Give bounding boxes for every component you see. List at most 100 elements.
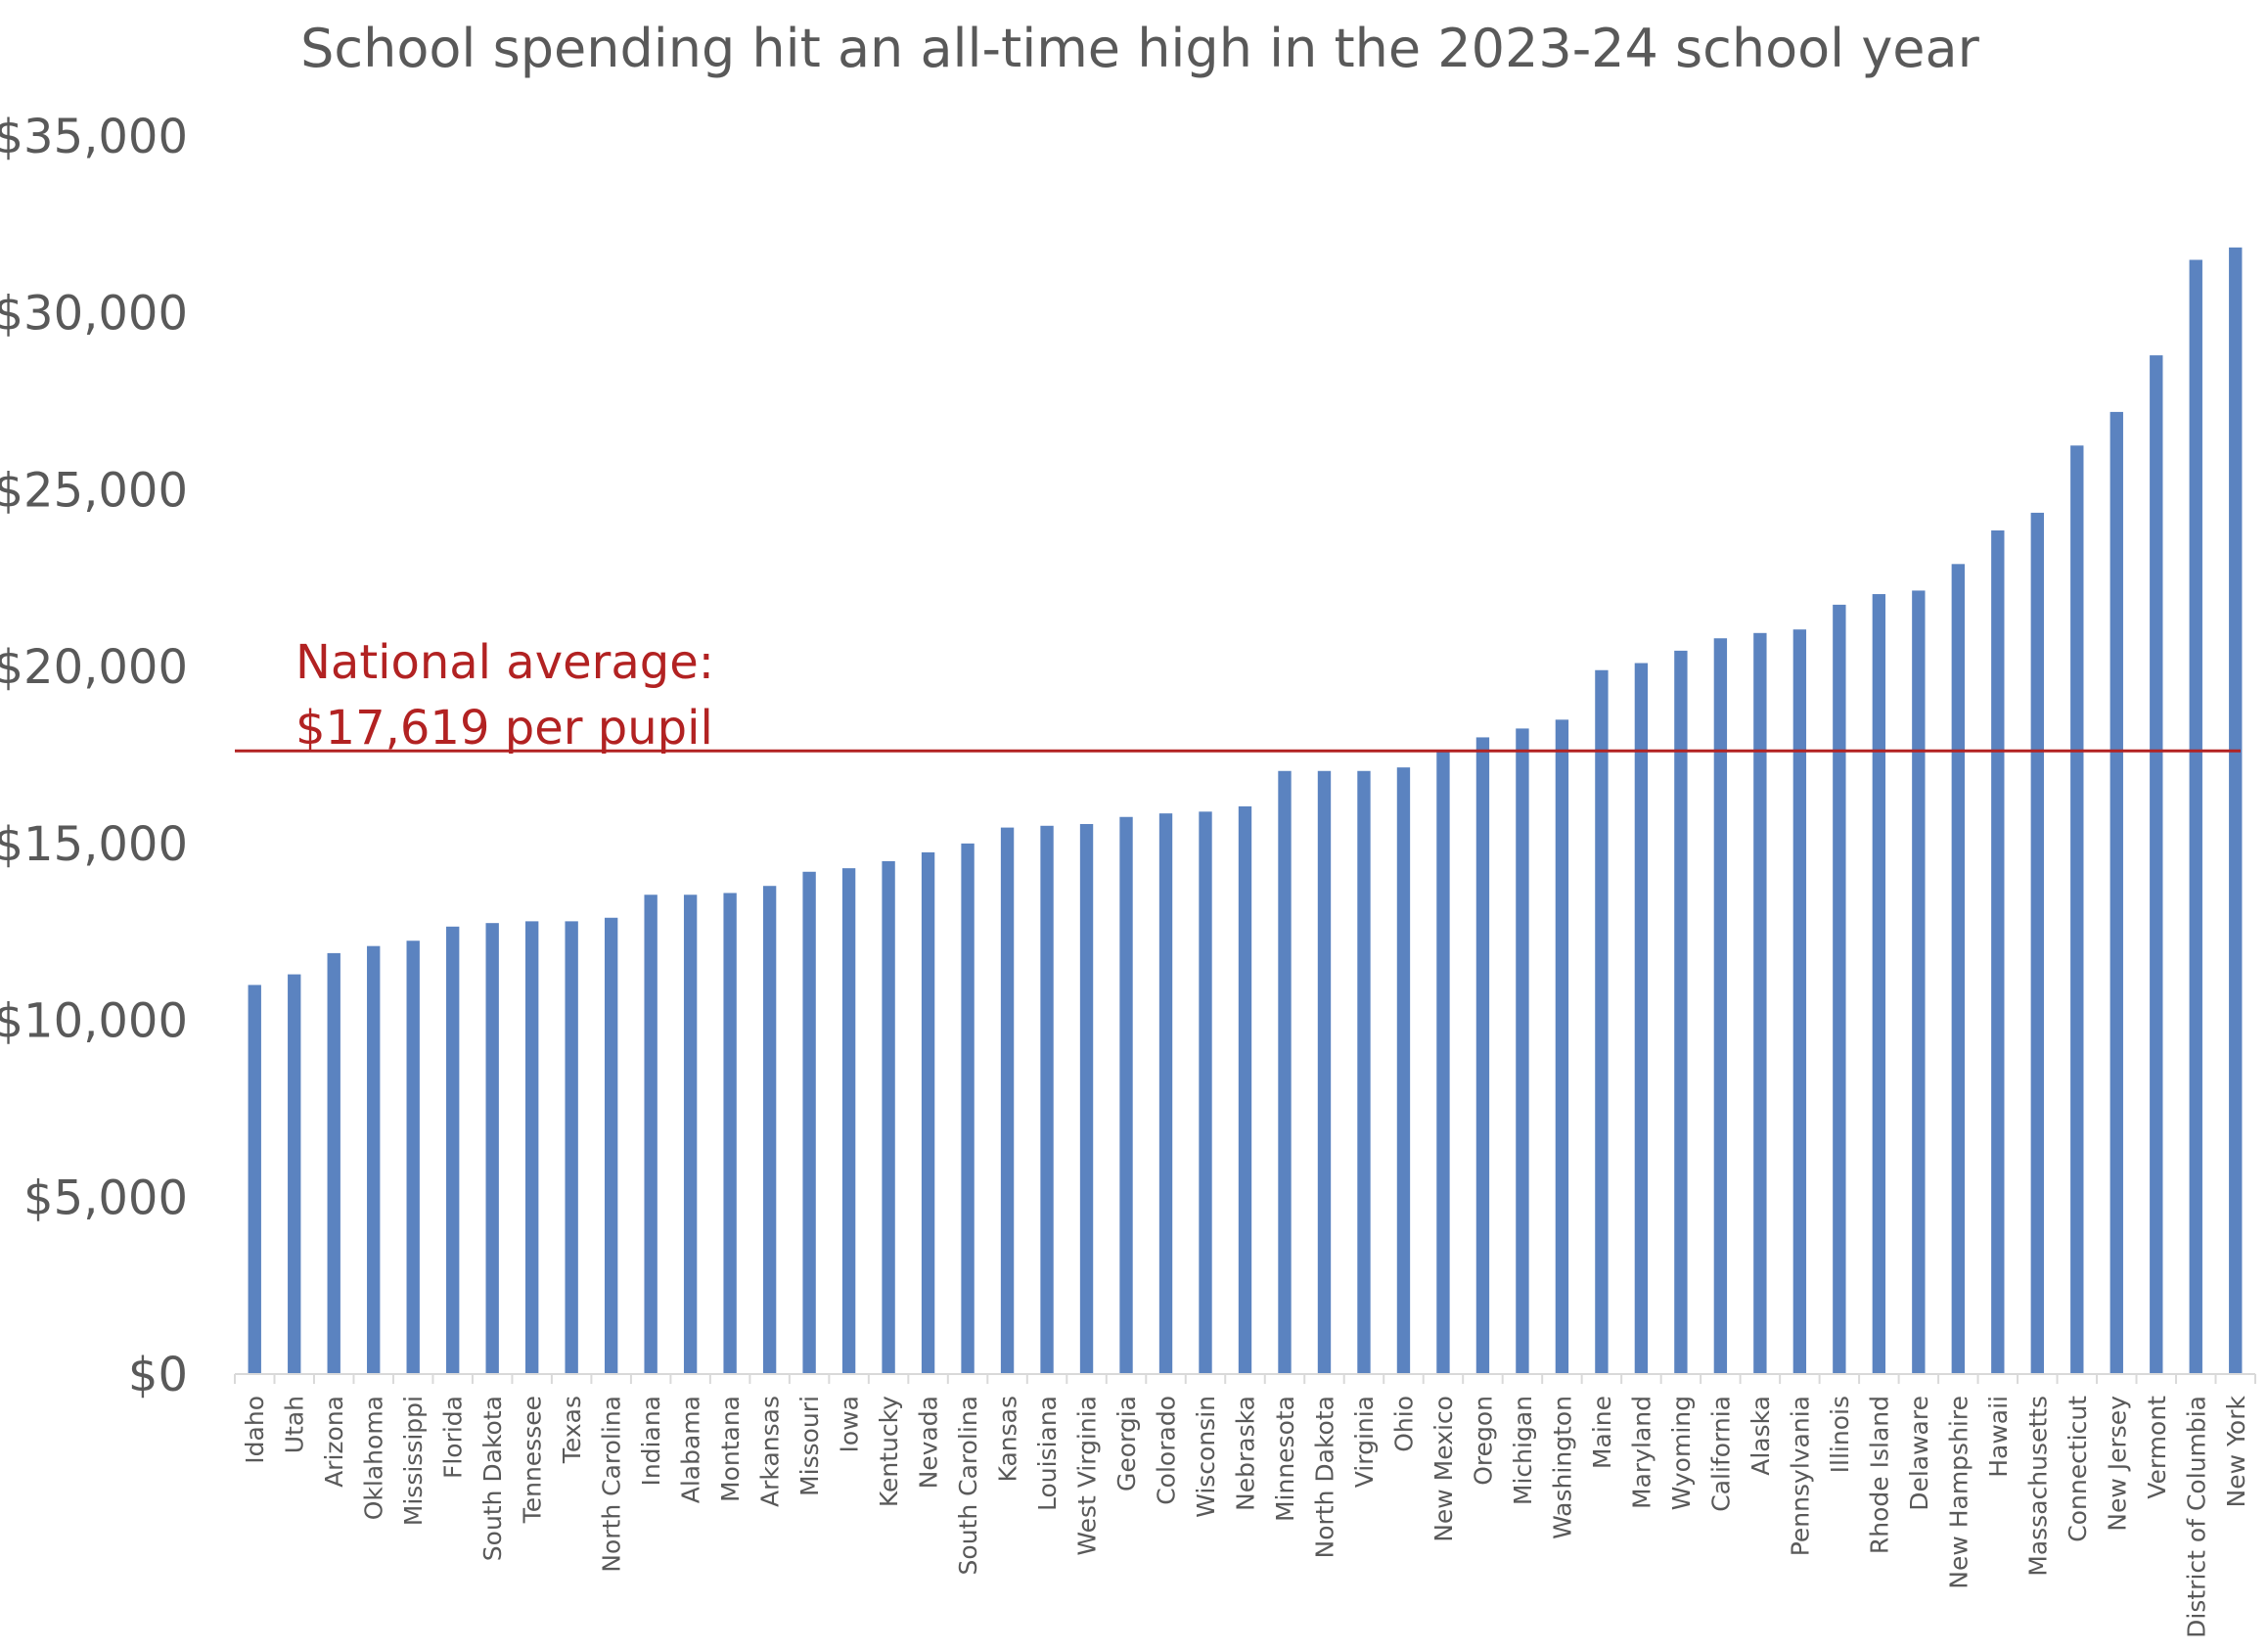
bar-nebraska [1238,805,1252,1374]
x-tick-label: Virginia [1350,1396,1379,1488]
bar-washington [1555,719,1569,1374]
bar-virginia [1357,770,1371,1374]
bar-wisconsin [1199,811,1212,1374]
bar-west-virginia [1079,823,1094,1374]
x-tick-label: Wyoming [1667,1396,1696,1510]
national-average-group: National average: $17,619 per pupil [235,635,2241,756]
x-tick-label: District of Columbia [2182,1396,2210,1638]
bar-nevada [921,851,935,1374]
x-tick-label: Rhode Island [1865,1396,1893,1554]
bar-georgia [1119,816,1133,1374]
x-tick-label: Utah [281,1396,309,1453]
bar-south-carolina [961,843,975,1374]
bar-alaska [1753,632,1767,1374]
y-tick-label: $0 [128,1348,188,1402]
x-tick-label: Hawaii [1984,1396,2013,1478]
y-tick-label: $20,000 [0,640,188,695]
bar-pennsylvania [1792,629,1807,1374]
bar-missouri [802,871,816,1374]
x-tick-label: West Virginia [1073,1396,1102,1556]
y-tick-label: $35,000 [0,110,188,164]
bar-illinois [1833,604,1846,1374]
bar-kentucky [882,860,895,1374]
x-tick-label: North Dakota [1310,1396,1338,1558]
x-tick-label: Montana [716,1396,745,1502]
bar-utah [288,974,301,1374]
bar-district-of-columbia [2189,259,2202,1374]
x-tick-label: Louisiana [1033,1396,1062,1511]
x-tick-label: Alaska [1746,1396,1775,1476]
bar-mississippi [406,941,420,1374]
bar-hawaii [1991,529,2005,1374]
x-tick-label: Nebraska [1232,1396,1260,1511]
x-tick-label: South Dakota [478,1396,507,1561]
bar-california [1713,638,1728,1374]
x-tick-label: New Hampshire [1944,1396,1973,1589]
chart-title: School spending hit an all-time high in … [300,18,1979,79]
bar-rhode-island [1872,594,1886,1374]
x-tick-label: Michigan [1509,1396,1537,1505]
bar-colorado [1158,813,1173,1374]
bar-ohio [1396,767,1411,1374]
bar-new-hampshire [1951,564,1966,1374]
bar-indiana [644,895,658,1374]
x-tick-label: Tennessee [519,1396,547,1524]
bar-delaware [1912,590,1926,1374]
bar-oregon [1475,737,1490,1374]
x-tick-label: Pennsylvania [1786,1396,1814,1556]
x-tick-label: Maine [1588,1396,1616,1469]
bar-maine [1595,669,1609,1374]
x-tick-label: Texas [558,1396,586,1464]
bar-new-york [2229,247,2243,1375]
x-tick-label: Missouri [795,1396,824,1496]
y-tick-label: $5,000 [23,1170,188,1225]
bar-north-carolina [604,917,618,1374]
bar-oklahoma [367,945,381,1374]
x-tick-label: Massachusetts [2023,1396,2052,1577]
x-tick-label: Kentucky [875,1396,903,1507]
x-tick-label: New Jersey [2103,1396,2131,1532]
bar-connecticut [2070,445,2084,1374]
bar-kansas [1000,827,1015,1374]
bar-tennessee [524,921,539,1374]
national-average-value-label: $17,619 per pupil [295,701,713,756]
x-tick-label: Alabama [677,1396,705,1503]
bar-south-dakota [485,923,499,1374]
x-tick-label: Wisconsin [1192,1396,1220,1518]
x-tick-label: Mississippi [399,1396,428,1526]
bar-maryland [1634,663,1649,1374]
x-tick-label: Delaware [1905,1396,1933,1511]
bar-iowa [841,868,856,1374]
y-tick-label: $30,000 [0,287,188,342]
y-tick-label: $25,000 [0,463,188,518]
bar-michigan [1516,728,1529,1374]
x-tick-label: Illinois [1826,1396,1854,1473]
x-tick-label: North Carolina [598,1396,626,1573]
bar-arkansas [762,886,777,1374]
bar-arizona [327,952,340,1374]
bar-idaho [248,985,261,1374]
bar-new-jersey [2109,411,2123,1374]
x-tick-label: New Mexico [1429,1396,1458,1542]
x-tick-label: Arizona [320,1396,348,1488]
bar-new-mexico [1436,751,1450,1374]
x-tick-label: Connecticut [2064,1396,2092,1542]
bar-louisiana [1040,825,1054,1374]
x-tick-label: Georgia [1112,1396,1141,1491]
x-tick-label: Maryland [1627,1396,1656,1509]
x-tick-label: Idaho [241,1396,269,1464]
bar-texas [565,921,578,1374]
x-tick-label: Oregon [1469,1396,1497,1486]
x-tick-label: Iowa [836,1396,864,1452]
x-tick-label: Colorado [1153,1396,1181,1505]
y-tick-label: $10,000 [0,994,188,1049]
national-average-label: National average: [295,635,714,690]
x-tick-label: New York [2222,1395,2250,1507]
x-tick-label: Indiana [637,1396,665,1487]
x-tick-label: Arkansas [756,1396,785,1507]
x-tick-label: South Carolina [954,1396,982,1575]
x-tick-label: Oklahoma [360,1396,388,1520]
x-tick-label: Vermont [2143,1396,2171,1499]
